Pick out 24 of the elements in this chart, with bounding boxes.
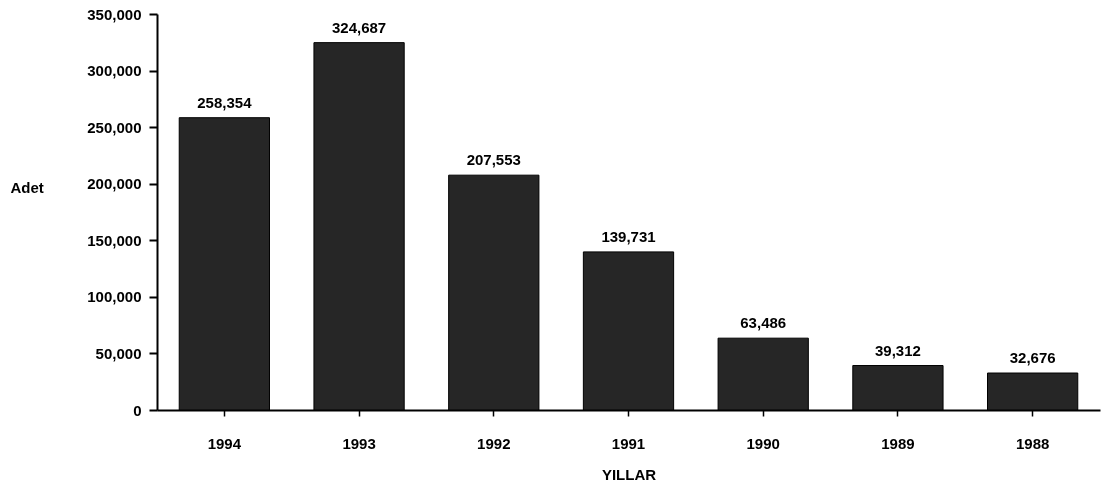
x-tick-label: 1993 [342, 434, 376, 452]
y-tick-label: 150,000 [87, 231, 142, 249]
y-tick-label: 50,000 [95, 344, 142, 362]
data-label: 63,486 [740, 314, 787, 332]
x-tick-label: 1994 [207, 434, 242, 452]
y-tick-label: 350,000 [87, 5, 142, 23]
x-tick-label: 1988 [1015, 434, 1050, 452]
y-tick-label: 300,000 [87, 62, 142, 80]
data-label: 258,354 [197, 93, 253, 111]
x-tick-label: 1992 [477, 434, 511, 452]
x-tick-label: 1990 [746, 434, 780, 452]
x-axis-title: YILLAR [601, 465, 657, 483]
x-tick-label: 1989 [881, 434, 915, 452]
y-tick-label: 250,000 [87, 118, 142, 136]
x-tick-label: 1991 [611, 434, 646, 452]
y-tick-label: 100,000 [87, 288, 142, 306]
y-tick-label: 0 [133, 401, 142, 419]
data-label: 32,676 [1009, 349, 1056, 367]
data-label: 324,687 [331, 18, 387, 36]
data-label: 39,312 [874, 341, 921, 359]
data-label: 139,731 [601, 227, 656, 245]
y-tick-label: 200,000 [87, 175, 142, 193]
data-label: 207,553 [466, 151, 521, 169]
y-axis-title: Adet [10, 178, 44, 196]
